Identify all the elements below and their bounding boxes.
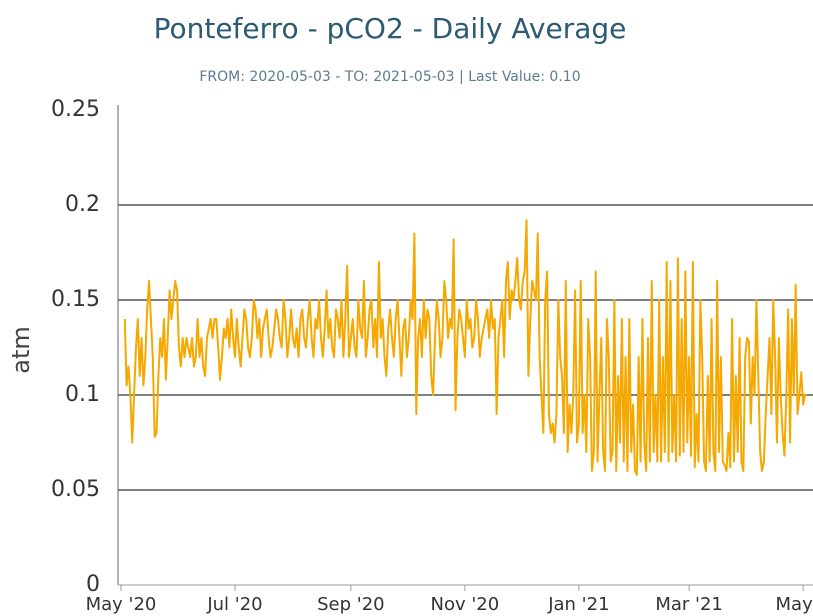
x-tick-label: May… <box>776 594 813 615</box>
x-tick-label: Jan '21 <box>547 594 609 615</box>
x-tick-label: Sep '20 <box>317 594 385 615</box>
x-tick-label: Jul '20 <box>206 594 262 615</box>
y-axis-label: atm <box>7 326 35 374</box>
chart-subtitle: FROM: 2020-05-03 - TO: 2021-05-03 | Last… <box>199 69 580 85</box>
y-tick-label: 0.1 <box>65 382 100 407</box>
y-tick-label: 0.15 <box>51 287 100 312</box>
x-tick-label: Mar '21 <box>655 594 723 615</box>
y-tick-label: 0.05 <box>51 477 100 502</box>
y-tick-label: 0.25 <box>51 97 100 122</box>
y-tick-label: 0 <box>86 572 100 597</box>
y-tick-label: 0.2 <box>65 192 100 217</box>
chart-title: Ponteferro - pCO2 - Daily Average <box>154 12 627 45</box>
x-tick-label: Nov '20 <box>431 594 500 615</box>
x-tick-label: May '20 <box>86 594 157 615</box>
data-line <box>123 219 807 476</box>
